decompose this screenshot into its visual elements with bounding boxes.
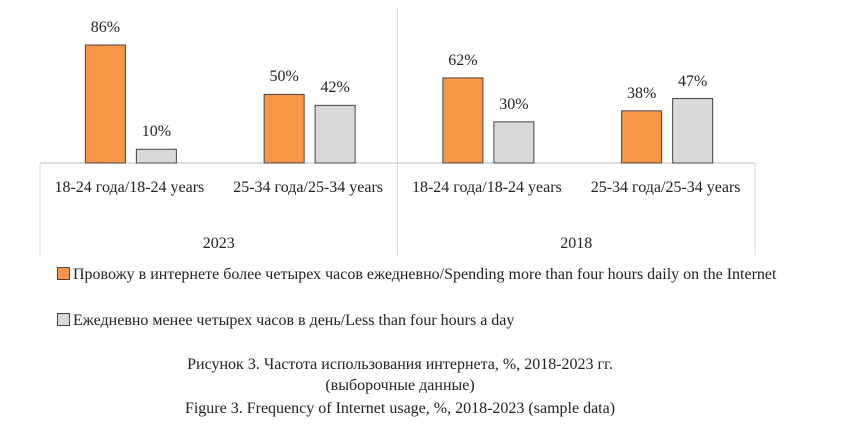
bar bbox=[672, 98, 714, 164]
legend-swatch bbox=[57, 313, 70, 326]
legend-item: Провожу в интернете более четырех часов … bbox=[57, 263, 777, 286]
legend-swatch bbox=[57, 267, 70, 280]
data-label: 38% bbox=[626, 84, 657, 102]
bar bbox=[84, 44, 126, 164]
x-tick-label: 18-24 года/18-24 years bbox=[54, 179, 205, 196]
bar bbox=[263, 93, 305, 164]
bar bbox=[621, 110, 663, 164]
caption-line: Figure 3. Frequency of Internet usage, %… bbox=[184, 400, 616, 417]
x-tick-label: 18-24 года/18-24 years bbox=[411, 179, 562, 196]
legend-label: Ежедневно менее четырех часов в день/Les… bbox=[73, 312, 515, 329]
data-label: 42% bbox=[320, 79, 350, 97]
group-label: 2023 bbox=[202, 235, 235, 252]
data-label: 30% bbox=[499, 95, 529, 113]
bar bbox=[442, 77, 484, 164]
group-label: 2018 bbox=[560, 235, 593, 252]
caption-line: (выборочные данные) bbox=[325, 377, 475, 394]
legend-item: Ежедневно менее четырех часов в день/Les… bbox=[57, 309, 777, 332]
bar bbox=[314, 104, 356, 164]
data-label: 10% bbox=[141, 123, 172, 141]
x-tick-label: 25-34 года/25-34 years bbox=[233, 179, 384, 196]
data-label: 62% bbox=[448, 51, 478, 69]
data-label: 47% bbox=[677, 72, 708, 90]
legend-label: Провожу в интернете более четырех часов … bbox=[73, 266, 777, 283]
data-label: 86% bbox=[90, 19, 121, 36]
caption-line: Рисунок 3. Частота использования интерне… bbox=[187, 356, 613, 373]
x-tick-label: 25-34 года/25-34 years bbox=[590, 179, 741, 196]
bar bbox=[493, 121, 535, 164]
bar bbox=[135, 148, 177, 164]
data-label: 50% bbox=[269, 68, 299, 86]
